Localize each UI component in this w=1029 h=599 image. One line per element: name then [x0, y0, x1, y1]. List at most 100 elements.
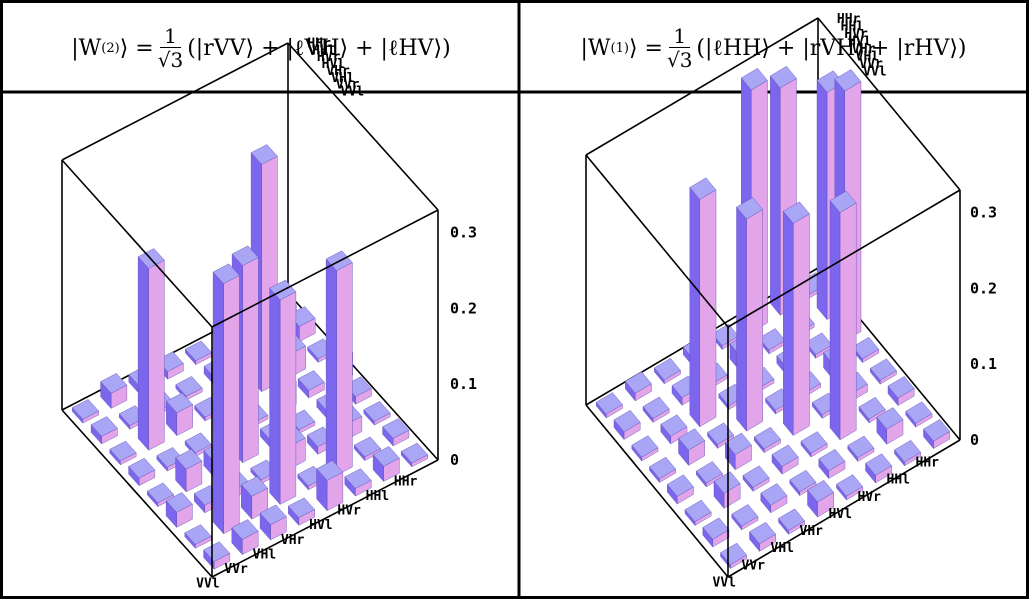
bar-VVl-VVl — [203, 541, 231, 570]
y-tick-label: HHl — [312, 43, 335, 58]
bar-VVr-VHr — [175, 449, 203, 493]
bar-VVl-HHl — [90, 416, 118, 445]
bar-VHr-HHl — [175, 376, 203, 401]
bar-HVl-VVl — [316, 460, 344, 512]
x-tick-label: HVr — [337, 504, 361, 519]
y-tick-label: VHl — [856, 49, 879, 64]
y-tick-label: VVl — [341, 85, 364, 100]
title-right-sup: (1) — [610, 40, 629, 56]
title-right-frac-num: 1 — [669, 25, 691, 48]
y-tick-label: HHl — [841, 19, 864, 34]
bar-VVr-HVr — [660, 414, 688, 445]
x-tick-label: VVr — [224, 562, 248, 577]
x-tick-label: HVl — [309, 518, 332, 533]
bar-VHl-VVr — [760, 483, 788, 514]
bar-HVl-VHr — [782, 201, 810, 437]
title-right-terms: (|ℓHH⟩ + |rVH⟩ + |rHV⟩) — [696, 36, 967, 61]
y-tick-label: VVr — [859, 57, 883, 72]
bar-VHl-HVr — [165, 392, 194, 437]
bar-HVr-VVl — [865, 453, 893, 484]
x-tick-label: VHr — [281, 533, 305, 548]
bar-HHr-VVr — [905, 401, 933, 428]
box-edge — [287, 42, 439, 211]
bar-VVr-HHr — [624, 371, 652, 402]
title-right-ket: |W — [580, 35, 611, 61]
bar-HVl-VHl — [800, 431, 828, 458]
z-tick-label: 0 — [970, 431, 979, 449]
bar-HHr-VVl — [923, 419, 951, 450]
bar-VVr-VVr — [731, 504, 759, 531]
bar-HHr-VVl — [400, 442, 429, 468]
y-tick-label: HHr — [837, 12, 861, 27]
bar-VVl-HVr — [109, 440, 137, 466]
bar-VVl-VVr — [702, 517, 730, 548]
bar-VVr-VVl — [231, 519, 259, 556]
bar-VVl-HVl — [649, 456, 677, 484]
bar-VHl-VHr — [724, 432, 752, 471]
box-edge — [585, 404, 729, 578]
box-edge — [211, 459, 439, 578]
bar-VVr-VVr — [212, 263, 240, 535]
bar-VVr-HVr — [137, 248, 165, 451]
bar-HHr-VHl — [363, 401, 391, 426]
panel-title-right: |W (1) ⟩ = 1 √3 (|ℓHH⟩ + |rVH⟩ + |rHV⟩) — [522, 6, 1025, 90]
bar-HVl-VVl — [836, 474, 864, 501]
bar-VHl-HVr — [689, 177, 717, 428]
bar-HVl-VVr — [818, 449, 846, 480]
title-left-sup: (2) — [101, 40, 120, 56]
title-left-eq: ⟩ = — [119, 35, 154, 61]
bar-HHl-VVl — [372, 446, 400, 482]
y-tick-label: HVr — [844, 27, 868, 42]
bar-VHr-VHl — [771, 444, 799, 475]
z-tick-label: 0.2 — [450, 299, 477, 317]
y-tick-label: VVr — [336, 78, 360, 93]
x-tick-label: VVr — [742, 558, 766, 573]
box-edge — [585, 17, 819, 156]
bar-HHr-VHr — [869, 358, 897, 385]
y-tick-label: VHl — [331, 71, 354, 86]
bar-HHl-VVl — [894, 440, 922, 467]
x-tick-label: HVl — [829, 507, 852, 522]
x-tick-label: VHl — [771, 541, 794, 556]
title-right-fraction: 1 √3 — [667, 25, 692, 72]
z-tick-label: 0.3 — [970, 204, 997, 222]
bar-VVl-HHr — [595, 392, 623, 419]
y-tick-label: HVl — [848, 34, 871, 49]
bar-VVr-VVl — [749, 521, 777, 552]
bar-HHr-HVl — [852, 336, 880, 364]
bar-VVl-HHl — [613, 410, 641, 441]
title-left-fraction: 1 √3 — [158, 25, 183, 72]
title-left-ket: |W — [71, 35, 102, 61]
x-tick-label: VVl — [196, 577, 219, 592]
bar-HVr-VVr — [325, 250, 353, 476]
bar-VVl-HVr — [631, 435, 659, 462]
x-tick-label: HVr — [858, 490, 882, 505]
bar-HVr-VVr — [847, 435, 875, 462]
y-tick-label: HVr — [317, 50, 341, 65]
bar-VVr-HVl — [678, 428, 706, 466]
title-left-frac-den: √3 — [157, 47, 184, 72]
bar-VVl-VHl — [165, 492, 193, 528]
y-tick-label: HHr — [307, 36, 331, 51]
z-tick-label: 0.2 — [970, 279, 997, 297]
bar-VHl-HHr — [653, 358, 681, 385]
bar-VVr-HHr — [100, 373, 128, 409]
bar-HVr-VVl — [344, 468, 372, 497]
box-edge — [817, 17, 961, 191]
z-tick-label: 0.3 — [450, 224, 477, 242]
box-edge — [585, 154, 729, 328]
title-left-frac-num: 1 — [160, 25, 181, 48]
bar-HVl-HHr — [184, 340, 213, 366]
title-right-frac-den: √3 — [666, 47, 693, 72]
box-edge — [727, 439, 961, 578]
y-tick-label: HVl — [322, 57, 345, 72]
z-tick-label: 0.1 — [970, 355, 997, 373]
box-edge — [61, 42, 289, 161]
bar-VHr-VVl — [807, 480, 835, 518]
y-tick-label: VVl — [863, 64, 886, 79]
bar-HHl-VHl — [858, 397, 886, 424]
bar-VVl-VVl — [720, 542, 748, 570]
y-tick-label: VHr — [852, 42, 876, 57]
bar-HVr-VHl — [829, 190, 857, 441]
